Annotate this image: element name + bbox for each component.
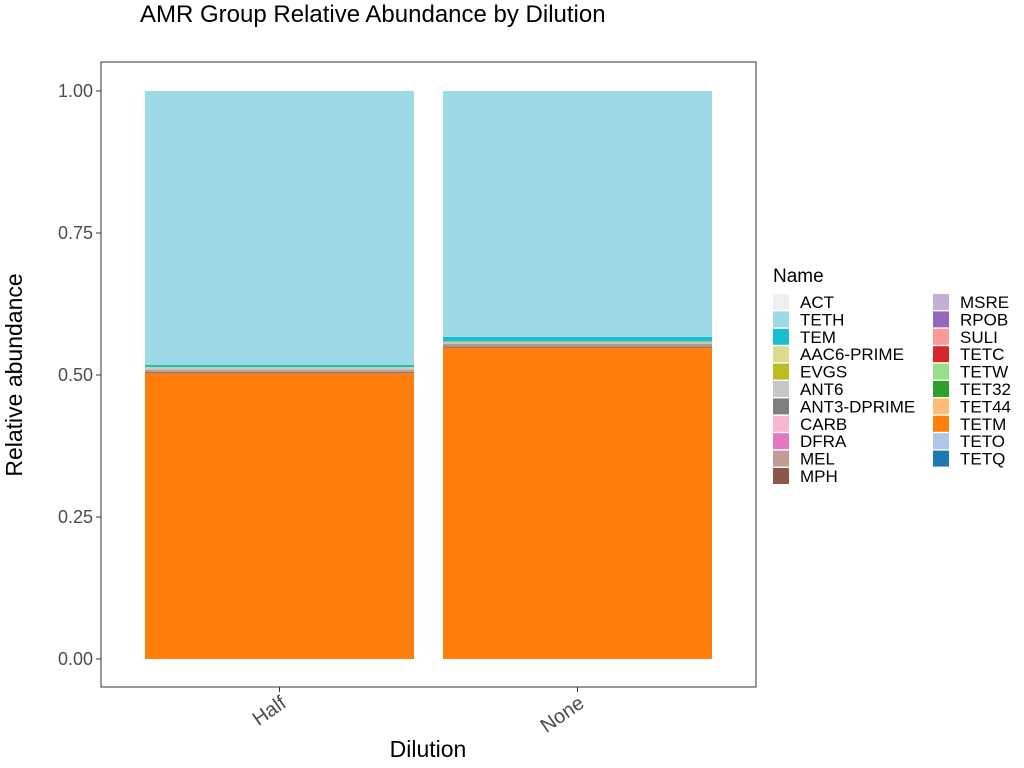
legend-key-tetq	[933, 450, 949, 467]
y-tick-label: 0.75	[58, 223, 93, 243]
bar-segment-none-mph	[443, 346, 712, 348]
legend-key-dfra	[773, 433, 789, 450]
legend-key-ant6	[773, 381, 789, 397]
legend-label-teto: TETO	[960, 432, 1005, 451]
legend-label-tet44: TET44	[960, 397, 1011, 416]
legend-title: Name	[773, 266, 824, 287]
legend: Name ACTTETHTEMAAC6-PRIMEEVGSANT6ANT3-DP…	[773, 266, 1011, 486]
x-tick-label: None	[537, 692, 589, 737]
legend-label-tetq: TETQ	[960, 450, 1005, 469]
legend-label-ant6: ANT6	[800, 380, 843, 399]
bar-segment-half-mph	[145, 372, 414, 374]
bar-segment-none-tetm	[443, 347, 712, 659]
bar-segment-half-mel	[145, 371, 414, 373]
bars-layer	[145, 91, 712, 659]
bar-segment-half-evgs	[145, 367, 414, 369]
legend-key-mel	[773, 450, 789, 467]
y-tick-label: 0.25	[58, 507, 93, 527]
bar-segment-none-evgs	[443, 342, 712, 343]
legend-key-evgs	[773, 363, 789, 380]
x-axis-title: Dilution	[390, 736, 467, 762]
legend-key-teto	[933, 433, 949, 450]
legend-key-tet32	[933, 381, 949, 397]
chart-title: AMR Group Relative Abundance by Dilution	[140, 1, 606, 28]
legend-label-evgs: EVGS	[800, 363, 847, 382]
legend-key-teth	[773, 311, 789, 328]
legend-label-teth: TETH	[800, 310, 844, 329]
legend-label-rpob: RPOB	[960, 310, 1008, 329]
bar-segment-half-ant3-dprime	[145, 370, 414, 372]
legend-key-tem	[773, 328, 789, 345]
legend-key-aac6-prime	[773, 346, 789, 363]
x-axis: Half None	[249, 687, 589, 738]
x-tick-label: Half	[249, 692, 291, 731]
bar-segment-half-tetm	[145, 373, 414, 659]
bar-segment-none-teth	[443, 91, 712, 337]
bar-segment-none-ant6	[443, 342, 712, 345]
legend-key-act	[773, 294, 789, 310]
legend-label-aac6-prime: AAC6-PRIME	[800, 345, 904, 364]
y-tick-label: 0.00	[58, 649, 93, 669]
bar-segment-none-ant3-dprime	[443, 344, 712, 346]
legend-key-suli	[933, 328, 949, 345]
legend-label-tetm: TETM	[960, 415, 1006, 434]
legend-key-carb	[773, 415, 789, 432]
legend-key-tet44	[933, 398, 949, 415]
legend-label-mel: MEL	[800, 450, 835, 469]
legend-label-suli: SULI	[960, 328, 998, 347]
legend-key-tetw	[933, 363, 949, 380]
legend-label-msre: MSRE	[960, 293, 1009, 312]
bar-segment-half-tem	[145, 364, 414, 368]
legend-label-mph: MPH	[800, 467, 838, 486]
legend-label-tetc: TETC	[960, 345, 1004, 364]
y-axis: 0.00 0.25 0.50 0.75 1.00	[58, 81, 101, 669]
y-tick-label: 0.50	[58, 365, 93, 385]
bar-segment-half-aac6-prime	[145, 367, 414, 368]
legend-label-tet32: TET32	[960, 380, 1011, 399]
legend-label-tetw: TETW	[960, 363, 1008, 382]
bar-segment-none-mel	[443, 345, 712, 347]
legend-label-tem: TEM	[800, 328, 836, 347]
legend-label-ant3-dprime: ANT3-DPRIME	[800, 397, 915, 416]
legend-label-act: ACT	[800, 293, 834, 312]
legend-key-ant3-dprime	[773, 398, 789, 415]
legend-key-tetc	[933, 346, 949, 363]
legend-key-tetm	[933, 415, 949, 432]
bar-segment-none-tem	[443, 336, 712, 342]
legend-key-msre	[933, 294, 949, 310]
y-tick-label: 1.00	[58, 81, 93, 101]
legend-label-carb: CARB	[800, 415, 847, 434]
bar-segment-half-ant6	[145, 368, 414, 371]
legend-key-rpob	[933, 311, 949, 328]
y-axis-title: Relative abundance	[1, 273, 27, 476]
legend-key-mph	[773, 468, 789, 484]
bar-segment-none-aac6-prime	[443, 341, 712, 343]
bar-segment-half-teth	[145, 91, 414, 365]
legend-label-dfra: DFRA	[800, 432, 847, 451]
